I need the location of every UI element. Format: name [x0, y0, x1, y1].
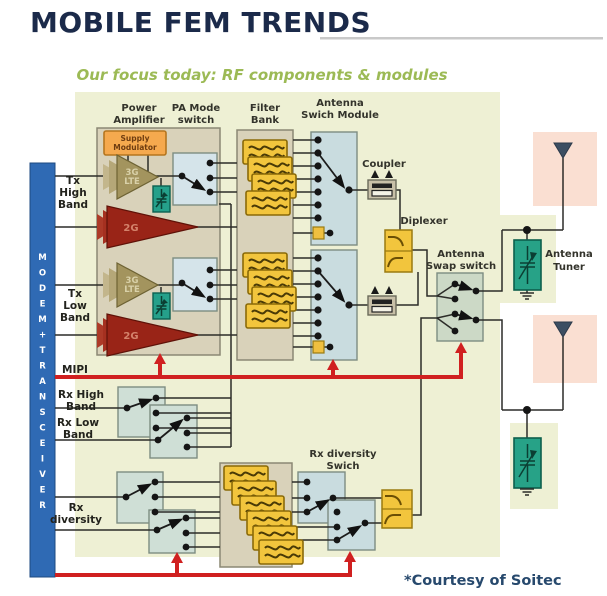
antenna-tuner-label: Antenna — [545, 249, 592, 260]
modem-bar-letter: + — [39, 331, 46, 341]
modem-bar-letter: S — [39, 408, 45, 418]
diplexer-2 — [381, 489, 413, 529]
switch-contacts — [122, 136, 531, 551]
modem-bar-letter: A — [39, 377, 46, 387]
rx-diversity-swich-label: Rx diversity — [309, 449, 377, 460]
antenna-swap-switch-label: Swap switch — [426, 261, 496, 272]
antenna-switch-module-label: Swich Module — [301, 110, 379, 121]
tx-high-band-label: High — [59, 187, 86, 199]
modem-bar-letter: E — [40, 300, 46, 310]
title-underline — [320, 37, 603, 40]
filter-bank-label: Filter — [250, 103, 280, 114]
diplexer-1 — [384, 229, 413, 273]
power-amplifier-label: Amplifier — [113, 115, 164, 126]
diplexer-label: Diplexer — [400, 216, 447, 227]
courtesy-note: *Courtesy of Soitec — [404, 573, 562, 589]
modem-bar-letter: C — [39, 424, 45, 434]
amp-2g-high-icon: 2G — [97, 205, 199, 249]
modem-bar-letter: M — [38, 253, 46, 263]
modem-bar-letter: E — [40, 486, 46, 496]
svg-text:LTE: LTE — [124, 285, 140, 295]
antenna-tuner-1 — [513, 239, 542, 291]
amp-3g-lte-low-icon: 3G LTE — [103, 261, 160, 309]
filter-bank-label: Bank — [251, 115, 279, 126]
subtitle: Our focus today: RF components & modules — [76, 66, 447, 84]
tx-low-band-label: Band — [60, 312, 90, 324]
antenna-tuner-label: Tuner — [553, 262, 585, 273]
amp-2g-low-icon: 2G — [97, 313, 199, 357]
rx-diversity-label: diversity — [50, 514, 102, 526]
mipi-bus — [55, 342, 467, 577]
antenna-swap-switch-box — [436, 272, 484, 342]
supply-modulator-label: Supply — [121, 134, 150, 143]
modem-bar-letter: T — [40, 346, 46, 356]
rx-low-band-label: Rx Low — [57, 417, 99, 429]
svg-text:3G: 3G — [126, 168, 139, 178]
rx-low-band-label: Band — [63, 429, 93, 441]
modem-bar-letter: O — [39, 269, 46, 279]
asm1-port-box — [312, 226, 325, 240]
rx-high-band-label: Rx High — [58, 389, 104, 401]
asm2-port-box — [312, 340, 325, 354]
coupler-label: Coupler — [362, 159, 406, 170]
tx-high-band-label: Tx — [66, 175, 80, 187]
tx-low-band-label: Tx — [68, 288, 82, 300]
modem-bar-letter: R — [39, 501, 46, 511]
pa-mode-switch-label: switch — [178, 115, 214, 126]
port-labels: Tx High Band Tx Low Band MIPI Rx High Ba… — [50, 175, 104, 526]
antenna-swap-switch-label: Antenna — [437, 249, 484, 260]
supply-modulator-label: Modulator — [113, 143, 157, 152]
svg-text:2G: 2G — [123, 223, 138, 234]
svg-text:2G: 2G — [123, 331, 138, 342]
rx-high-band-label: Band — [66, 401, 96, 413]
modem-bar-letter: V — [39, 470, 46, 480]
svg-text:3G: 3G — [126, 276, 139, 286]
modem-bar-letter: D — [39, 284, 46, 294]
modem-bar-letter: N — [39, 393, 46, 403]
modem-bar-letter: I — [41, 455, 44, 465]
modem-bar-letter: R — [39, 362, 46, 372]
svg-text:LTE: LTE — [124, 177, 140, 187]
power-amplifier-label: Power — [121, 103, 156, 114]
antenna-tuner-2 — [513, 437, 542, 489]
antenna-switch-module-label: Antenna — [316, 98, 363, 109]
supply-modulator: Supply Modulator — [103, 130, 167, 156]
module-labels: Power Amplifier PA Mode switch Filter Ba… — [113, 98, 592, 472]
pa-mode-switch-label: PA Mode — [172, 103, 221, 114]
amp-3g-lte-high-icon: 3G LTE — [103, 153, 160, 201]
tx-low-band-label: Low — [63, 300, 87, 312]
modem-bar-letter: E — [40, 439, 46, 449]
modem-bar-letter: M — [38, 315, 46, 325]
page-title: MOBILE FEM TRENDS — [30, 6, 371, 39]
rx-diversity-swich-label: Swich — [327, 461, 360, 472]
rx-diversity-label: Rx — [69, 502, 84, 514]
tx-high-band-label: Band — [58, 199, 88, 211]
mipi-label: MIPI — [62, 364, 88, 376]
